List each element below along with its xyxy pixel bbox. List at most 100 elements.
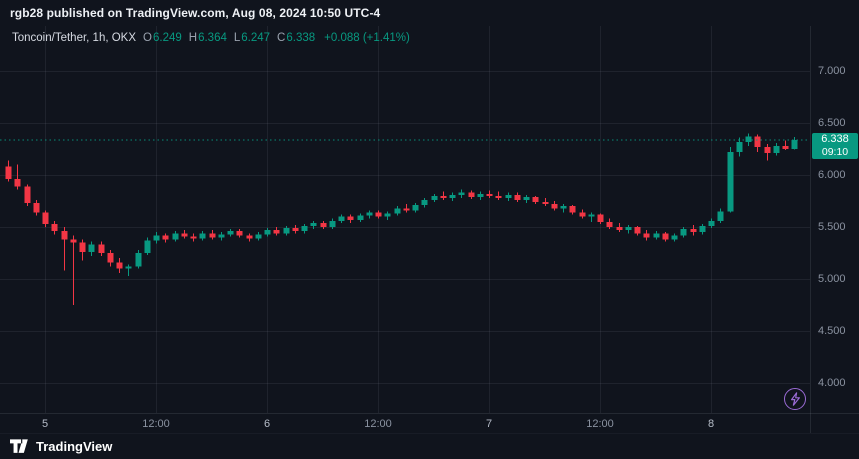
time-tick-label: 5 bbox=[41, 418, 49, 430]
candle-body bbox=[421, 199, 428, 206]
candle-body bbox=[643, 233, 650, 238]
candle-body bbox=[542, 202, 549, 205]
candle-body bbox=[514, 194, 521, 200]
attribution-bar: rgb28 published on TradingView.com, Aug … bbox=[0, 0, 859, 26]
time-tick-label: 12:00 bbox=[142, 418, 170, 430]
candle-body bbox=[773, 145, 780, 154]
candle-body bbox=[495, 195, 502, 198]
candle-body bbox=[708, 220, 715, 227]
candle-body bbox=[24, 186, 31, 204]
candle-body bbox=[560, 206, 567, 209]
price-tick-label: 4.000 bbox=[818, 377, 846, 390]
candle-body bbox=[181, 233, 188, 237]
ohlc-high-key: H bbox=[188, 32, 198, 44]
candle-body bbox=[42, 212, 49, 224]
candle-body bbox=[98, 244, 105, 254]
candle-body bbox=[579, 212, 586, 217]
candle-body bbox=[616, 227, 623, 231]
candle-body bbox=[51, 223, 58, 232]
time-tick-label: 12:00 bbox=[364, 418, 392, 430]
candle-body bbox=[366, 212, 373, 216]
candle-body bbox=[653, 233, 660, 238]
candle-body bbox=[727, 152, 734, 212]
candle-body bbox=[431, 195, 438, 200]
price-tick-label: 5.500 bbox=[818, 221, 846, 234]
ohlc-low-value: 6.247 bbox=[241, 32, 271, 44]
candle-body bbox=[199, 233, 206, 239]
candle-body bbox=[273, 230, 280, 234]
candle-body bbox=[523, 196, 530, 200]
candle-body bbox=[70, 239, 77, 243]
candle-body bbox=[190, 236, 197, 239]
price-tick-label: 6.000 bbox=[818, 169, 846, 182]
last-price-value: 6.338 bbox=[821, 132, 849, 145]
candle-body bbox=[116, 262, 123, 269]
candle-body bbox=[227, 231, 234, 235]
ohlc-high-value: 6.364 bbox=[198, 32, 227, 44]
price-tick-label: 6.500 bbox=[818, 117, 846, 130]
time-tick-label: 6 bbox=[263, 418, 271, 430]
boost-button[interactable] bbox=[784, 388, 806, 410]
candle-body bbox=[153, 235, 160, 241]
candle-body bbox=[135, 253, 142, 267]
candle-body bbox=[61, 231, 68, 240]
candle-body bbox=[486, 193, 493, 196]
candle-body bbox=[569, 206, 576, 213]
candlestick-chart[interactable] bbox=[0, 26, 810, 413]
ohlc-open: O6.249 bbox=[143, 32, 182, 44]
candle-body bbox=[5, 166, 12, 180]
candle-body bbox=[754, 136, 761, 147]
candle-body bbox=[468, 192, 475, 197]
candle-body bbox=[329, 220, 336, 228]
candle-body bbox=[662, 233, 669, 240]
symbol-title[interactable]: Toncoin/Tether, 1h, OKX bbox=[12, 32, 137, 44]
time-tick-label: 12:00 bbox=[586, 418, 614, 430]
tradingview-logo-icon[interactable] bbox=[10, 439, 29, 454]
candle-body bbox=[440, 195, 447, 198]
candle-body bbox=[357, 215, 364, 220]
candle-body bbox=[606, 221, 613, 228]
candle-body bbox=[782, 145, 789, 150]
attribution-text: rgb28 published on TradingView.com, Aug … bbox=[10, 6, 381, 20]
bar-countdown: 09:10 bbox=[821, 145, 849, 158]
candle-body bbox=[671, 235, 678, 240]
price-axis[interactable]: 6.338 09:10 7.000 6.500 6.000 5.500 5.000 4.5… bbox=[810, 26, 859, 433]
ohlc-low-key: L bbox=[233, 32, 241, 44]
candle-body bbox=[412, 205, 419, 211]
tradingview-brand[interactable]: TradingView bbox=[36, 439, 113, 454]
candle-body bbox=[384, 213, 391, 217]
candle-body bbox=[458, 192, 465, 195]
time-tick-label: 7 bbox=[485, 418, 493, 430]
candle-body bbox=[236, 231, 243, 236]
candle-body bbox=[532, 196, 539, 203]
ohlc-open-value: 6.249 bbox=[152, 32, 182, 44]
chart-legend: Toncoin/Tether, 1h, OKX O6.249 H6.364 L6… bbox=[12, 32, 410, 44]
candle-body bbox=[144, 240, 151, 254]
candle-body bbox=[449, 194, 456, 198]
candle-body bbox=[338, 216, 345, 221]
candle-body bbox=[255, 234, 262, 239]
candle-body bbox=[209, 233, 216, 238]
ohlc-open-key: O bbox=[143, 32, 152, 44]
candle-body bbox=[588, 214, 595, 217]
candle-body bbox=[717, 211, 724, 221]
time-axis[interactable]: 5 12:00 6 12:00 7 12:00 8 bbox=[0, 413, 859, 433]
candle-body bbox=[301, 226, 308, 232]
candle-body bbox=[107, 253, 114, 263]
candle-body bbox=[745, 136, 752, 142]
candle-body bbox=[14, 179, 21, 187]
candle-body bbox=[320, 222, 327, 228]
price-tick-label: 5.000 bbox=[818, 273, 846, 286]
candle-body bbox=[310, 222, 317, 227]
price-tick-label: 4.500 bbox=[818, 325, 846, 338]
candle-body bbox=[477, 193, 484, 197]
candle-body bbox=[264, 230, 271, 235]
candle-body bbox=[597, 214, 604, 222]
candle-body bbox=[347, 216, 354, 220]
candle-body bbox=[292, 228, 299, 232]
candle-body bbox=[283, 228, 290, 234]
candle-body bbox=[680, 229, 687, 236]
candle-body bbox=[736, 141, 743, 153]
ohlc-close-key: C bbox=[277, 32, 286, 44]
